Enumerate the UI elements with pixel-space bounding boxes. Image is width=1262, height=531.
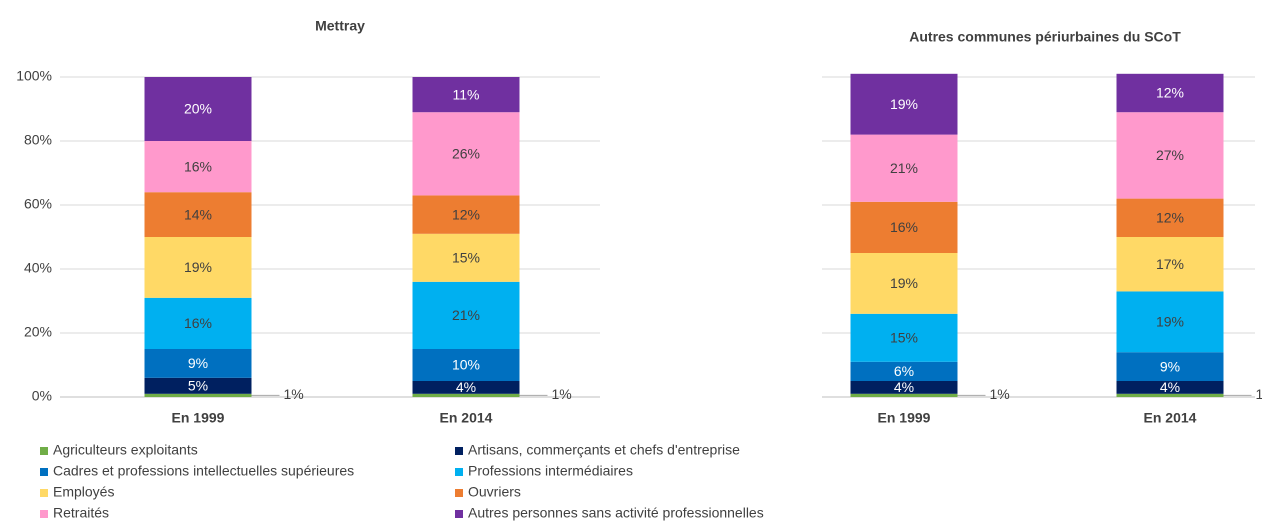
data-label: 1%	[284, 386, 304, 402]
data-label: 16%	[184, 315, 212, 331]
bar-segment	[850, 361, 958, 381]
bar-segment	[144, 237, 252, 298]
data-label: 12%	[452, 206, 480, 222]
chart-title: Autres communes périurbaines du SCoT	[909, 29, 1181, 45]
data-label: 5%	[188, 378, 208, 394]
data-label: 9%	[188, 355, 208, 371]
bar-segment	[412, 381, 520, 394]
bar-segment	[1116, 73, 1224, 113]
legend-label: Professions intermédiaires	[468, 463, 633, 479]
bar-segment	[1116, 393, 1224, 397]
x-tick-label: En 1999	[878, 410, 931, 426]
legend-swatch	[40, 447, 48, 455]
legend-swatch	[40, 489, 48, 497]
bar-segment	[144, 349, 252, 378]
bar-segment	[412, 393, 520, 397]
bar-segment	[1116, 198, 1224, 237]
bar-segment	[144, 141, 252, 193]
data-label: 15%	[452, 250, 480, 266]
bar-segment	[144, 77, 252, 141]
data-label: 1%	[990, 386, 1010, 402]
legend-label: Artisans, commerçants et chefs d'entrepr…	[468, 442, 740, 458]
bar-segment	[850, 253, 958, 314]
data-label: 10%	[452, 357, 480, 373]
bar-segment	[850, 134, 958, 202]
data-label: 16%	[890, 219, 918, 235]
bar-segment	[1116, 237, 1224, 292]
y-tick-label: 60%	[24, 196, 52, 212]
y-tick-label: 40%	[24, 260, 52, 276]
bar-segment	[850, 381, 958, 394]
data-label: 19%	[890, 275, 918, 291]
data-label: 15%	[890, 330, 918, 346]
data-label: 19%	[184, 259, 212, 275]
legend-swatch	[455, 510, 463, 518]
data-label: 19%	[1156, 314, 1184, 330]
bar-segment	[850, 73, 958, 135]
y-tick-label: 80%	[24, 132, 52, 148]
legend-swatch	[40, 468, 48, 476]
data-label: 21%	[890, 160, 918, 176]
x-tick-label: En 1999	[172, 410, 225, 426]
data-label: 11%	[453, 86, 480, 102]
data-label: 1%	[1256, 386, 1262, 402]
y-tick-label: 100%	[16, 68, 52, 84]
legend-label: Autres personnes sans activité professio…	[468, 505, 764, 521]
legend-swatch	[455, 489, 463, 497]
data-label: 1%	[552, 386, 572, 402]
data-label: 6%	[894, 363, 914, 379]
bar-segment	[144, 393, 252, 397]
bar-segment	[144, 377, 252, 394]
y-tick-label: 0%	[32, 388, 52, 404]
y-tick-label: 20%	[24, 324, 52, 340]
x-tick-label: En 2014	[440, 410, 493, 426]
data-label: 27%	[1156, 147, 1184, 163]
data-label: 4%	[894, 379, 914, 395]
bar-segment	[144, 297, 252, 349]
legend-label: Employés	[53, 484, 114, 500]
bar-segment	[412, 112, 520, 196]
bar-segment	[1116, 112, 1224, 199]
bar-segment	[412, 281, 520, 349]
legend-label: Ouvriers	[468, 484, 521, 500]
data-label: 21%	[452, 307, 480, 323]
data-label: 12%	[1156, 85, 1184, 101]
bar-segment	[1116, 381, 1224, 394]
data-label: 12%	[1156, 210, 1184, 226]
data-label: 16%	[184, 158, 212, 174]
bar-segment	[850, 313, 958, 362]
bar-segment	[850, 393, 958, 397]
bar-segment	[1116, 291, 1224, 353]
data-label: 17%	[1156, 256, 1184, 272]
legend-label: Cadres et professions intellectuelles su…	[53, 463, 354, 479]
data-label: 9%	[1160, 358, 1180, 374]
bar-segment	[412, 233, 520, 282]
legend-label: Agriculteurs exploitants	[53, 442, 198, 458]
bar-segment	[412, 77, 520, 113]
legend-swatch	[455, 468, 463, 476]
legend-label: Retraités	[53, 505, 109, 521]
chart-title: Mettray	[315, 18, 365, 34]
data-label: 4%	[1160, 379, 1180, 395]
x-tick-label: En 2014	[1144, 410, 1197, 426]
bar-segment	[412, 349, 520, 381]
data-label: 20%	[184, 101, 212, 117]
data-label: 26%	[452, 146, 480, 162]
data-label: 19%	[890, 96, 918, 112]
data-label: 14%	[184, 206, 212, 222]
bar-segment	[850, 201, 958, 253]
bar-segment	[412, 195, 520, 234]
legend-swatch	[455, 447, 463, 455]
bar-segment	[1116, 352, 1224, 381]
bar-segment	[144, 192, 252, 237]
legend-swatch	[40, 510, 48, 518]
data-label: 4%	[456, 379, 476, 395]
